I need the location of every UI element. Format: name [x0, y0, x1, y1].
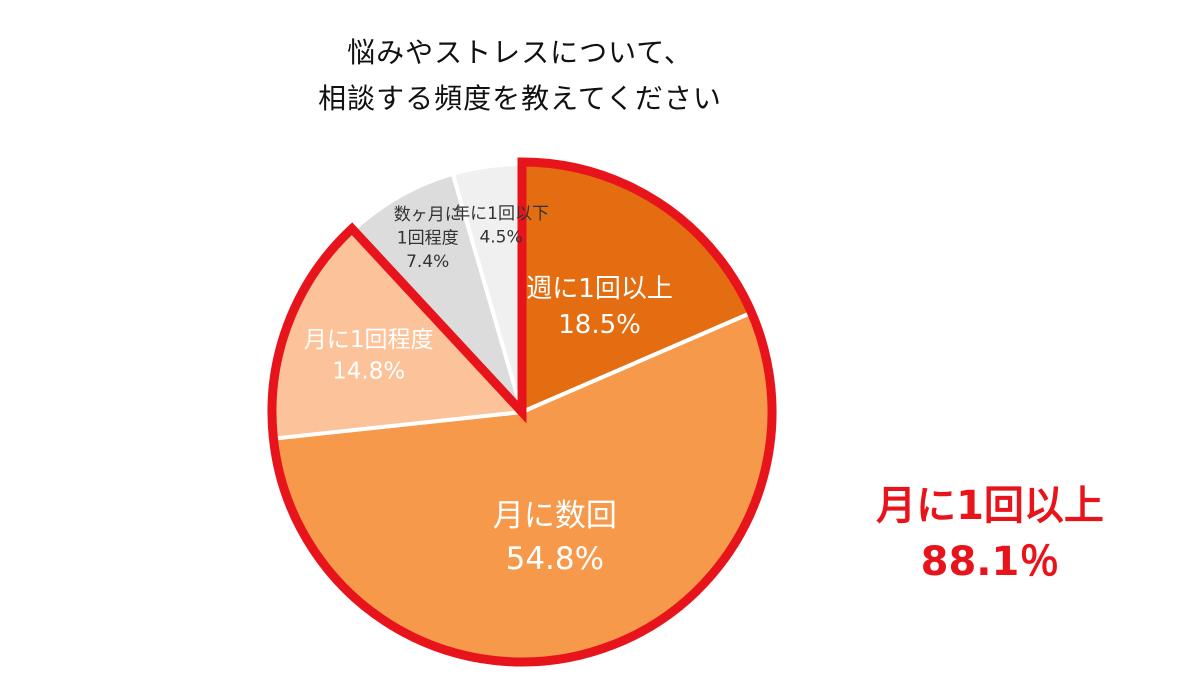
slice-label-2: 月に数回 54.8%: [493, 498, 617, 577]
summary-label: 月に1回以上: [876, 483, 1104, 529]
summary-value: 88.1％: [920, 539, 1060, 585]
chart-title: 悩みやストレスについて、 相談する頻度を教えてください: [230, 30, 810, 122]
slice-label-5: 年に1回以下 4.5%: [453, 204, 549, 247]
chart-title-line-1: 悩みやストレスについて、: [347, 36, 693, 69]
summary-callout: 月に1回以上 88.1％: [835, 478, 1145, 590]
highlight-outline: [267, 157, 777, 667]
chart-title-line-2: 相談する頻度を教えてください: [318, 82, 722, 115]
slice-label-3: 月に1回程度 14.8%: [304, 327, 434, 385]
slice-label-4: 数ヶ月に 1回程度 7.4%: [394, 205, 462, 272]
slice-label-1: 週に1回以上 18.5%: [526, 274, 673, 340]
